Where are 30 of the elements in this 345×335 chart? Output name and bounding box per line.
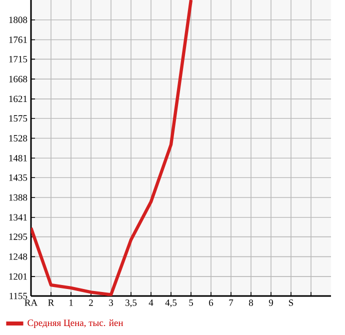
legend-label: Средняя Цена, тыс. йен bbox=[28, 319, 124, 328]
y-tick-label: 1295 bbox=[9, 234, 28, 240]
y-tick-label: 1715 bbox=[9, 56, 28, 62]
x-tick-label: S bbox=[289, 300, 294, 306]
x-tick-label: 5 bbox=[189, 300, 194, 306]
x-tick-label: RA bbox=[24, 300, 38, 306]
y-tick-label: 1481 bbox=[9, 154, 27, 162]
y-tick-label: 1388 bbox=[9, 194, 28, 201]
x-tick-label: 3,5 bbox=[126, 300, 137, 308]
x-tick-label: 7 bbox=[229, 300, 234, 306]
y-tick-label: 1201 bbox=[9, 273, 27, 280]
x-tick-label: 3 bbox=[109, 300, 113, 306]
y-tick-label: 1248 bbox=[9, 253, 28, 260]
y-tick-label: 1435 bbox=[9, 174, 28, 181]
x-tick-label: 4,5 bbox=[165, 300, 177, 308]
x-tick-label: 4 bbox=[148, 300, 154, 306]
y-tick-label: 1808 bbox=[9, 16, 28, 24]
y-tick-label: 1668 bbox=[9, 76, 28, 82]
y-tick-label: 1155 bbox=[10, 292, 28, 300]
x-tick-label: 8 bbox=[248, 300, 254, 306]
x-tick-label: R bbox=[48, 300, 54, 306]
y-tick-label: 1575 bbox=[9, 115, 28, 122]
y-tick-label: 1528 bbox=[9, 135, 28, 142]
x-tick-label: 1 bbox=[69, 300, 73, 306]
y-tick-label: 1761 bbox=[9, 36, 27, 43]
x-tick-label: 6 bbox=[209, 300, 214, 306]
y-tick-label: 1621 bbox=[9, 96, 27, 102]
x-tick-label: 9 bbox=[268, 300, 273, 306]
x-tick-label: 2 bbox=[89, 300, 93, 306]
y-tick-label: 1341 bbox=[9, 214, 27, 221]
